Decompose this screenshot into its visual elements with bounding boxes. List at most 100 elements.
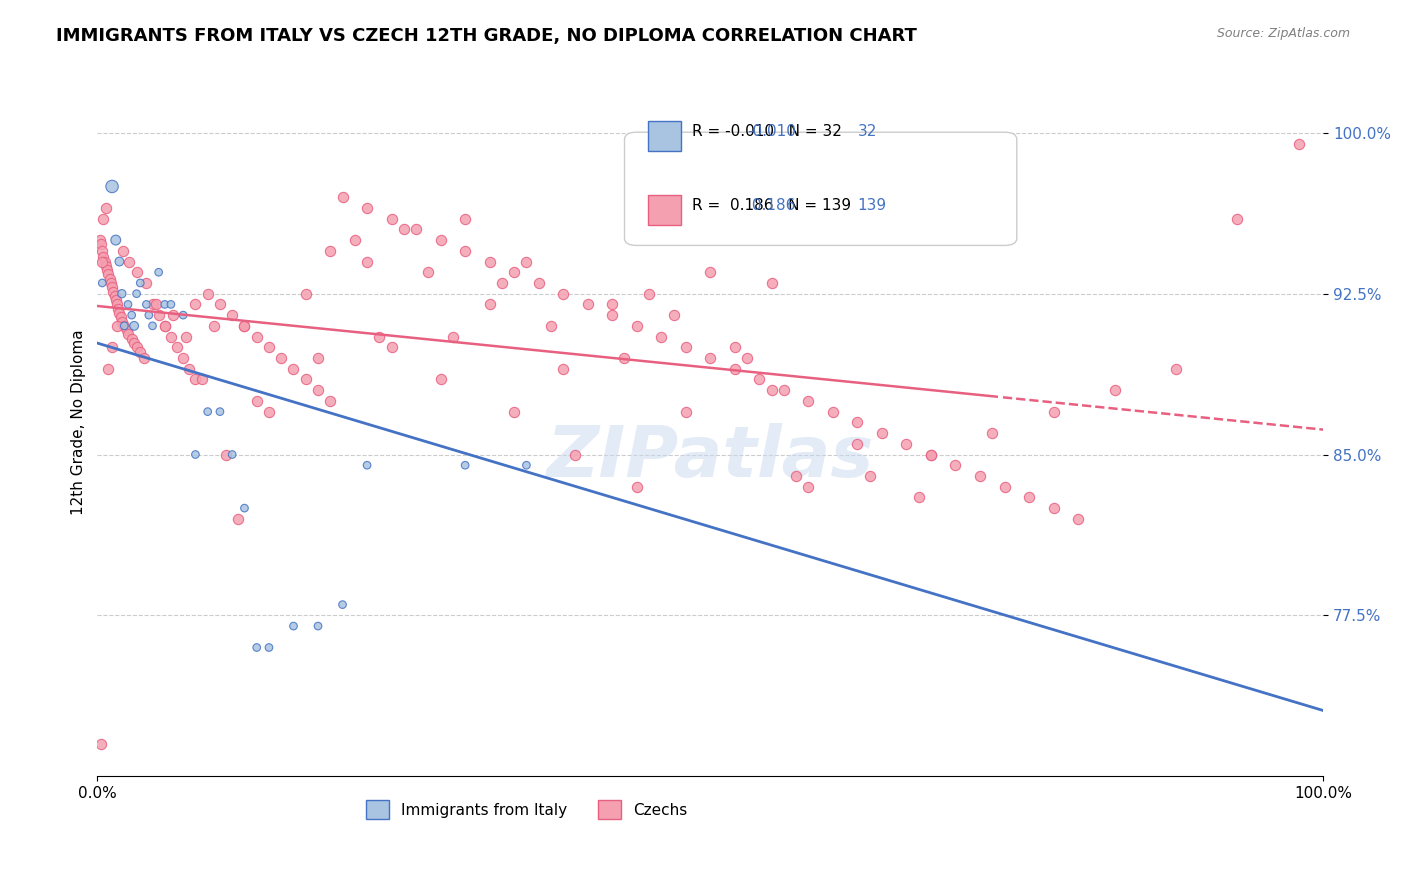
Point — [108, 306, 131, 320]
Point — [153, 318, 176, 333]
Point — [675, 404, 697, 418]
Point — [135, 297, 157, 311]
Point — [96, 263, 118, 277]
Point — [418, 265, 440, 279]
Point — [797, 480, 820, 494]
Point — [233, 318, 256, 333]
Point — [907, 491, 929, 505]
Point — [221, 448, 243, 462]
Point — [174, 329, 197, 343]
Point — [381, 211, 404, 226]
Point — [90, 237, 112, 252]
Point — [699, 265, 721, 279]
Point — [160, 329, 183, 343]
Point — [491, 276, 513, 290]
Point — [118, 254, 141, 268]
Point — [675, 340, 697, 354]
Point — [699, 136, 721, 151]
Point — [108, 254, 131, 268]
Point — [202, 318, 225, 333]
Point — [91, 254, 114, 268]
Point — [945, 458, 967, 473]
Point — [748, 372, 770, 386]
Point — [613, 351, 636, 365]
Point — [699, 351, 721, 365]
Point — [405, 222, 427, 236]
Point — [761, 276, 783, 290]
FancyBboxPatch shape — [648, 121, 681, 151]
Point — [626, 318, 648, 333]
Point — [920, 448, 942, 462]
Point — [93, 250, 115, 264]
Point — [515, 458, 537, 473]
Point — [111, 286, 134, 301]
Point — [141, 318, 163, 333]
Text: R =  0.186   N = 139: R = 0.186 N = 139 — [692, 198, 851, 213]
Point — [503, 265, 526, 279]
Point — [993, 480, 1015, 494]
Point — [870, 426, 893, 441]
Point — [257, 340, 280, 354]
Text: IMMIGRANTS FROM ITALY VS CZECH 12TH GRADE, NO DIPLOMA CORRELATION CHART: IMMIGRANTS FROM ITALY VS CZECH 12TH GRAD… — [56, 27, 917, 45]
Point — [101, 179, 124, 194]
Point — [93, 211, 115, 226]
Point — [1166, 361, 1188, 376]
FancyBboxPatch shape — [624, 132, 1017, 245]
Point — [153, 318, 176, 333]
Point — [112, 318, 135, 333]
Point — [135, 276, 157, 290]
Point — [773, 383, 796, 397]
Point — [129, 344, 152, 359]
Point — [392, 222, 415, 236]
Point — [148, 265, 170, 279]
Legend: Immigrants from Italy, Czechs: Immigrants from Italy, Czechs — [360, 794, 693, 825]
Point — [172, 308, 194, 322]
Point — [184, 448, 207, 462]
Point — [429, 372, 451, 386]
Point — [91, 276, 114, 290]
Point — [576, 297, 599, 311]
Point — [172, 351, 194, 365]
Point — [503, 404, 526, 418]
Point — [797, 393, 820, 408]
Point — [110, 310, 132, 325]
Point — [197, 286, 219, 301]
Point — [662, 308, 685, 322]
Text: 32: 32 — [858, 124, 877, 139]
Point — [246, 393, 269, 408]
Point — [257, 640, 280, 655]
Point — [356, 201, 378, 215]
Point — [117, 297, 139, 311]
Point — [166, 340, 188, 354]
Point — [94, 259, 117, 273]
Point — [100, 276, 122, 290]
Point — [228, 512, 250, 526]
Point — [381, 340, 404, 354]
Point — [846, 437, 869, 451]
Point — [138, 308, 160, 322]
Point — [148, 308, 170, 322]
Point — [896, 437, 918, 451]
Point — [112, 244, 135, 258]
Point — [107, 301, 129, 316]
Point — [233, 318, 256, 333]
Point — [246, 640, 269, 655]
Point — [125, 340, 148, 354]
Point — [553, 286, 575, 301]
Point — [1226, 211, 1249, 226]
Point — [527, 276, 550, 290]
Y-axis label: 12th Grade, No Diploma: 12th Grade, No Diploma — [72, 329, 86, 516]
Text: Source: ZipAtlas.com: Source: ZipAtlas.com — [1216, 27, 1350, 40]
Point — [540, 318, 562, 333]
FancyBboxPatch shape — [648, 195, 681, 225]
Point — [821, 404, 844, 418]
Point — [101, 280, 124, 294]
Point — [1067, 512, 1090, 526]
Point — [270, 351, 292, 365]
Point — [1042, 404, 1064, 418]
Point — [112, 318, 135, 333]
Point — [319, 244, 342, 258]
Point — [368, 329, 391, 343]
Point — [307, 351, 329, 365]
Point — [103, 285, 125, 299]
